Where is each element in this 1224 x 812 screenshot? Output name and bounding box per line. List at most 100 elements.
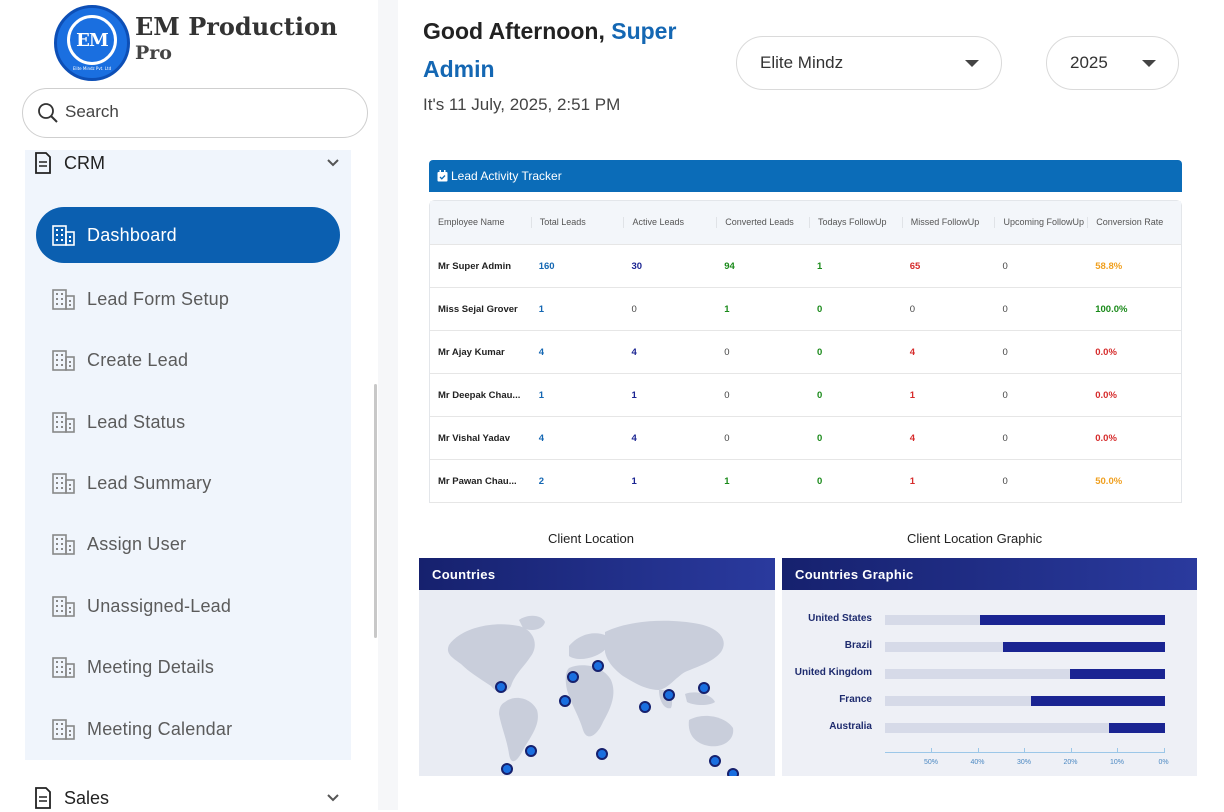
table-cell: 0 [724, 432, 730, 444]
table-cell: 50.0% [1095, 475, 1123, 487]
chevron-down-icon[interactable] [326, 791, 340, 805]
location-marker-icon[interactable] [698, 682, 710, 694]
sidebar-group-label: Sales [64, 787, 110, 808]
sidebar-item-lead-summary[interactable]: Lead Summary [36, 455, 340, 511]
location-markers [495, 660, 739, 776]
employee-name-cell: Mr Ajay Kumar [438, 346, 505, 358]
bar[interactable] [1003, 642, 1165, 652]
location-marker-icon[interactable] [567, 671, 579, 683]
sidebar-item-lead-form-setup[interactable]: Lead Form Setup [36, 271, 340, 327]
column-header[interactable]: Total Leads [530, 217, 624, 228]
table-cell: 4 [909, 432, 916, 444]
location-marker-icon[interactable] [727, 768, 739, 776]
column-header[interactable]: Converted Leads [716, 217, 809, 228]
column-header[interactable]: Missed FollowUp [901, 217, 995, 228]
bar[interactable] [1109, 723, 1165, 733]
column-header[interactable]: Conversion Rate [1087, 217, 1181, 228]
calendar-check-icon [437, 170, 448, 182]
table-cell: 30 [631, 260, 643, 272]
column-header[interactable]: Active Leads [623, 217, 716, 228]
table-cell: 100.0% [1095, 303, 1128, 315]
column-header[interactable]: Upcoming FollowUp [994, 217, 1087, 228]
logo-mark: EM [67, 15, 117, 65]
column-header[interactable]: Todays FollowUp [808, 217, 902, 228]
sidebar-item-unassigned-lead[interactable]: Unassigned-Lead [36, 578, 340, 634]
sidebar-item-assign-user[interactable]: Assign User [36, 516, 340, 572]
greeting: Good Afternoon, Super Admin [423, 12, 723, 88]
user-name: Super Admin [423, 18, 677, 82]
table-cell: 58.8% [1095, 260, 1123, 272]
table-cell: 4 [538, 432, 545, 444]
location-marker-icon[interactable] [525, 745, 537, 757]
client-location-graphic-caption: Client Location Graphic [907, 531, 1043, 546]
chevron-down-icon[interactable] [326, 156, 340, 170]
column-header[interactable]: Employee Name [438, 217, 505, 227]
table-cell: 160 [538, 260, 555, 272]
table-row[interactable]: Mr Deepak Chau... 1 1 0 0 1 0 0.0% [430, 374, 1181, 417]
building-icon [52, 656, 75, 678]
bar[interactable] [1070, 669, 1165, 679]
table-row[interactable]: Mr Ajay Kumar 4 4 0 0 4 0 0.0% [430, 331, 1181, 374]
sidebar-group-crm[interactable]: CRM [34, 149, 105, 177]
document-icon [35, 152, 51, 174]
current-datetime: It's 11 July, 2025, 2:51 PM [423, 95, 621, 114]
table-cell: 0 [816, 303, 823, 315]
location-marker-icon[interactable] [596, 748, 608, 760]
year-select[interactable]: 2025 [1046, 36, 1179, 90]
table-row[interactable]: Mr Pawan Chau... 2 1 1 0 1 0 50.0% [430, 460, 1181, 503]
table-row[interactable]: Mr Super Admin 160 30 94 1 65 0 58.8% [430, 245, 1181, 288]
tracker-title: Lead Activity Tracker [451, 169, 562, 183]
sidebar-item-lead-status[interactable]: Lead Status [36, 394, 340, 450]
search-input[interactable]: Search [22, 88, 368, 138]
sidebar-item-create-lead[interactable]: Create Lead [36, 332, 340, 388]
table-cell: 1 [538, 389, 545, 401]
sidebar-item-meeting-details[interactable]: Meeting Details [36, 639, 340, 695]
location-marker-icon[interactable] [663, 689, 675, 701]
table-cell: 0 [816, 346, 823, 358]
location-marker-icon[interactable] [709, 755, 721, 767]
axis-tick [1163, 748, 1165, 753]
bar-label: United States [808, 613, 872, 624]
bar[interactable] [980, 615, 1165, 625]
table-cell: 1 [724, 303, 730, 315]
sidebar-scrollbar[interactable] [374, 384, 377, 638]
company-select[interactable]: Elite Mindz [736, 36, 1002, 90]
bar-label: Brazil [844, 640, 872, 651]
bar-track [885, 615, 1165, 625]
table-row[interactable]: Miss Sejal Grover 1 0 1 0 0 0 100.0% [430, 288, 1181, 331]
employee-name-cell: Mr Vishal Yadav [438, 432, 510, 444]
location-marker-icon[interactable] [495, 681, 507, 693]
tick-label: 40% [970, 759, 985, 766]
table-cell: 0 [724, 389, 730, 401]
sidebar-group-label: CRM [64, 152, 105, 173]
sidebar-item-meeting-calendar[interactable]: Meeting Calendar [36, 701, 340, 757]
bar[interactable] [1031, 696, 1165, 706]
world-map [447, 615, 739, 776]
table-row[interactable]: Mr Vishal Yadav 4 4 0 0 4 0 0.0% [430, 417, 1181, 460]
tick-label: 0% [1158, 759, 1169, 766]
location-marker-icon[interactable] [559, 695, 571, 707]
table-header-row: Employee Name Total Leads Active Leads C… [430, 201, 1181, 245]
location-marker-icon[interactable] [592, 660, 604, 672]
brand-logo[interactable]: EM Elite Mindz Pvt. Ltd [54, 5, 130, 81]
location-marker-icon[interactable] [501, 763, 513, 775]
sidebar-group-sales[interactable]: Sales [34, 784, 109, 812]
axis-tick [977, 748, 979, 753]
building-icon [52, 349, 75, 371]
company-select-value: Elite Mindz [760, 53, 844, 72]
table-cell: 1 [631, 475, 637, 487]
building-icon [52, 595, 75, 617]
axis-tick [1070, 748, 1072, 753]
axis-tick [931, 748, 932, 753]
brand-title: EM Production [135, 12, 338, 41]
sidebar-item-dashboard[interactable]: Dashboard [36, 207, 340, 263]
table-cell: 1 [909, 389, 916, 401]
location-marker-icon[interactable] [639, 701, 651, 713]
lead-activity-tracker: Lead Activity Tracker Employee Name Tota… [429, 160, 1182, 506]
sidebar-item-label: Dashboard [87, 224, 177, 245]
countries-map-panel: Countries [419, 558, 775, 776]
year-select-value: 2025 [1070, 53, 1108, 72]
table-cell: 0 [816, 389, 823, 401]
building-icon [52, 411, 75, 433]
table-cell: 0 [1002, 260, 1008, 272]
